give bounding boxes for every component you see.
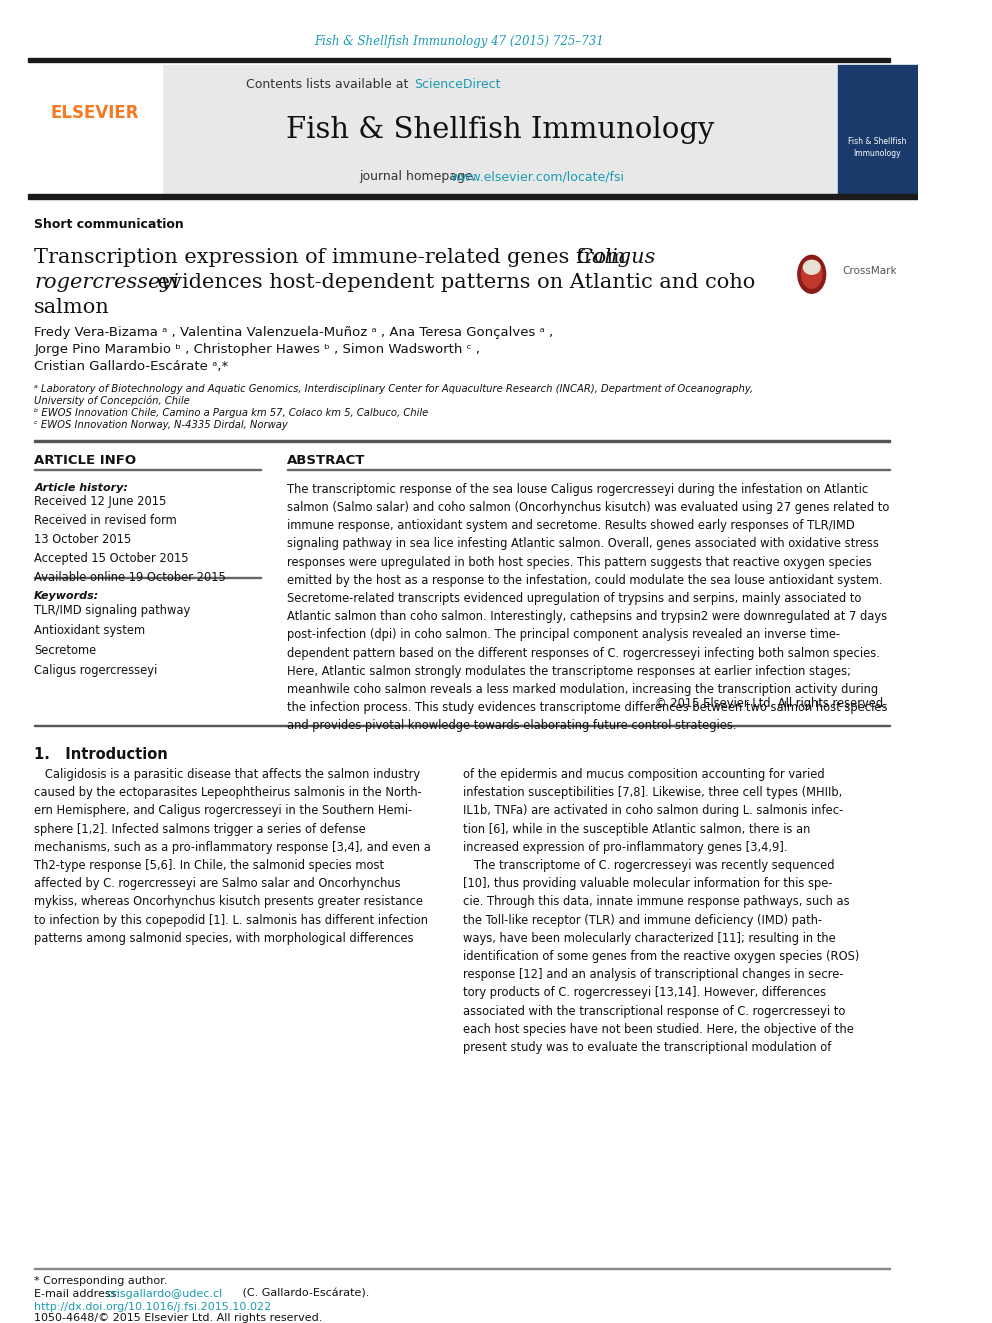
Text: Caligidosis is a parasitic disease that affects the salmon industry
caused by th: Caligidosis is a parasitic disease that … bbox=[35, 767, 432, 945]
Text: Article history:: Article history: bbox=[35, 483, 128, 492]
Text: Contents lists available at: Contents lists available at bbox=[246, 78, 413, 91]
Text: © 2015 Elsevier Ltd. All rights reserved.: © 2015 Elsevier Ltd. All rights reserved… bbox=[655, 697, 887, 709]
Text: Received 12 June 2015
Received in revised form
13 October 2015
Accepted 15 Octob: Received 12 June 2015 Received in revise… bbox=[35, 495, 226, 583]
Text: ScienceDirect: ScienceDirect bbox=[414, 78, 500, 91]
Ellipse shape bbox=[798, 255, 825, 294]
Text: The transcriptomic response of the sea louse Caligus rogercresseyi during the in: The transcriptomic response of the sea l… bbox=[287, 483, 889, 733]
Bar bbox=[28, 65, 162, 164]
Text: journal homepage:: journal homepage: bbox=[359, 171, 481, 183]
Bar bbox=[35, 725, 891, 726]
Text: Fish & Shellfish
Immunology: Fish & Shellfish Immunology bbox=[848, 138, 907, 157]
Text: http://dx.doi.org/10.1016/j.fsi.2015.10.022: http://dx.doi.org/10.1016/j.fsi.2015.10.… bbox=[35, 1302, 272, 1311]
Text: Fredy Vera-Bizama ᵃ , Valentina Valenzuela-Muñoz ᵃ , Ana Teresa Gonçalves ᵃ ,: Fredy Vera-Bizama ᵃ , Valentina Valenzue… bbox=[35, 325, 554, 339]
Bar bbox=[28, 58, 891, 62]
Text: ABSTRACT: ABSTRACT bbox=[287, 454, 365, 467]
Text: salmon: salmon bbox=[35, 298, 110, 316]
Text: crisgallardo@udec.cl: crisgallardo@udec.cl bbox=[106, 1289, 222, 1299]
Text: ARTICLE INFO: ARTICLE INFO bbox=[35, 454, 136, 467]
Bar bbox=[162, 65, 837, 197]
Text: CrossMark: CrossMark bbox=[842, 266, 897, 277]
Text: Keywords:: Keywords: bbox=[35, 591, 99, 602]
Text: E-mail address:: E-mail address: bbox=[35, 1289, 124, 1299]
Text: evidences host-dependent patterns on Atlantic and coho: evidences host-dependent patterns on Atl… bbox=[151, 273, 755, 292]
Text: rogercresseyi: rogercresseyi bbox=[35, 273, 179, 292]
Text: Caligus: Caligus bbox=[575, 247, 655, 267]
Text: Cristian Gallardo-Escárate ᵃ,*: Cristian Gallardo-Escárate ᵃ,* bbox=[35, 360, 228, 373]
Text: ᶜ EWOS Innovation Norway, N-4335 Dirdal, Norway: ᶜ EWOS Innovation Norway, N-4335 Dirdal,… bbox=[35, 419, 288, 430]
Text: ELSEVIER: ELSEVIER bbox=[51, 103, 139, 122]
Text: Fish & Shellfish Immunology 47 (2015) 725–731: Fish & Shellfish Immunology 47 (2015) 72… bbox=[314, 36, 604, 49]
Text: 1050-4648/© 2015 Elsevier Ltd. All rights reserved.: 1050-4648/© 2015 Elsevier Ltd. All right… bbox=[35, 1312, 322, 1323]
Text: Transcription expression of immune-related genes from: Transcription expression of immune-relat… bbox=[35, 247, 633, 267]
Text: Fish & Shellfish Immunology: Fish & Shellfish Immunology bbox=[286, 115, 714, 144]
Text: Jorge Pino Marambio ᵇ , Christopher Hawes ᵇ , Simon Wadsworth ᶜ ,: Jorge Pino Marambio ᵇ , Christopher Hawe… bbox=[35, 343, 480, 356]
Text: University of Concepción, Chile: University of Concepción, Chile bbox=[35, 396, 190, 406]
Bar bbox=[837, 65, 919, 197]
Text: www.elsevier.com/locate/fsi: www.elsevier.com/locate/fsi bbox=[450, 171, 625, 183]
Text: * Corresponding author.: * Corresponding author. bbox=[35, 1275, 168, 1286]
Bar bbox=[28, 65, 162, 197]
Text: Short communication: Short communication bbox=[35, 218, 184, 232]
Text: of the epidermis and mucus composition accounting for varied
infestation suscept: of the epidermis and mucus composition a… bbox=[463, 767, 859, 1054]
Text: (C. Gallardo-Escárate).: (C. Gallardo-Escárate). bbox=[239, 1289, 369, 1299]
Bar bbox=[35, 441, 891, 442]
Text: TLR/IMD signaling pathway
Antioxidant system
Secretome
Caligus rogercresseyi: TLR/IMD signaling pathway Antioxidant sy… bbox=[35, 605, 190, 677]
Bar bbox=[28, 194, 919, 200]
Ellipse shape bbox=[802, 261, 822, 288]
Text: ᵇ EWOS Innovation Chile, Camino a Pargua km 57, Colaco km 5, Calbuco, Chile: ᵇ EWOS Innovation Chile, Camino a Pargua… bbox=[35, 407, 429, 418]
Text: ᵃ Laboratory of Biotechnology and Aquatic Genomics, Interdisciplinary Center for: ᵃ Laboratory of Biotechnology and Aquati… bbox=[35, 384, 753, 394]
Ellipse shape bbox=[804, 261, 820, 274]
Text: 1.   Introduction: 1. Introduction bbox=[35, 746, 168, 762]
